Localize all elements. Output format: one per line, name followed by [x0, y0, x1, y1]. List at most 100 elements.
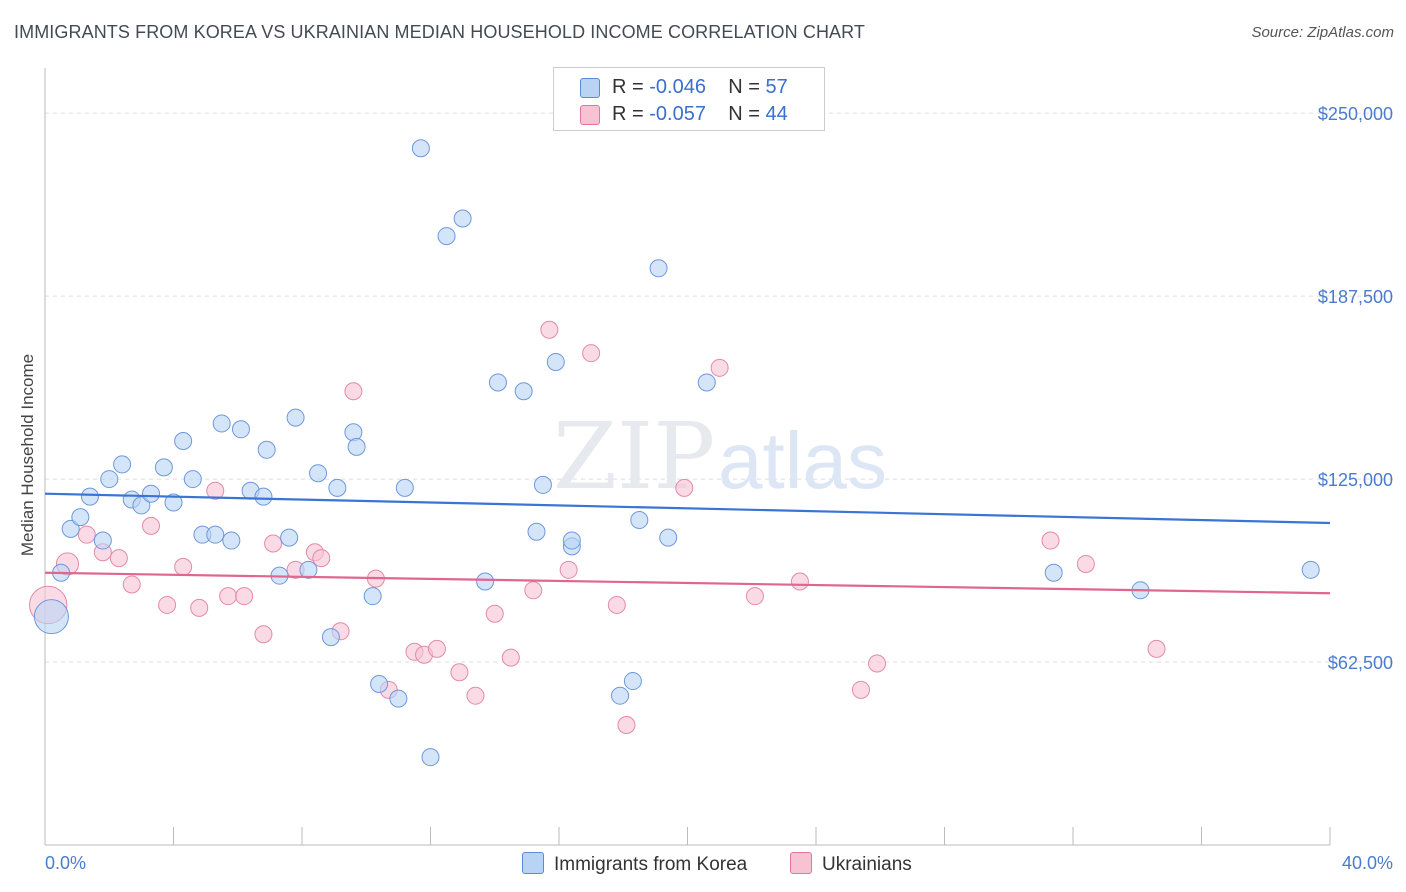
- korea-point: [113, 455, 132, 474]
- korea-point: [93, 531, 112, 550]
- legend-n-label: N =: [728, 76, 760, 98]
- ukrainian-point: [219, 587, 238, 606]
- korea-point: [61, 519, 80, 538]
- chart-title: IMMIGRANTS FROM KOREA VS UKRAINIAN MEDIA…: [14, 22, 866, 42]
- legend-swatch-korea: [580, 78, 600, 98]
- y-tick-label: $62,500: [1328, 653, 1393, 673]
- korea-point: [164, 493, 183, 512]
- korea-point: [476, 572, 495, 591]
- korea-point: [299, 560, 318, 579]
- watermark-atlas: atlas: [718, 416, 887, 505]
- korea-point: [659, 528, 678, 547]
- korea-point: [630, 511, 649, 530]
- bottom-legend-korea: Immigrants from Korea: [522, 852, 747, 876]
- ukrainian-point: [312, 549, 331, 568]
- korea-point: [328, 478, 347, 497]
- legend-n-value: 57: [765, 76, 788, 98]
- korea-point: [347, 437, 366, 456]
- korea-point: [71, 508, 90, 527]
- ukrainian-point: [466, 686, 485, 705]
- legend-r-label: R =: [612, 76, 644, 98]
- ukrainian-point: [617, 715, 636, 734]
- ukrainian-point: [1147, 639, 1166, 658]
- korea-point: [212, 414, 231, 433]
- ukrainian-point: [851, 680, 870, 699]
- series-ukrainians: [29, 320, 1166, 734]
- korea-point: [514, 382, 533, 401]
- korea-point: [697, 373, 716, 392]
- ukrainian-point: [559, 560, 578, 579]
- axis-ticks: $62,500 $125,000 $187,500 $250,000 0.0% 40.0%: [44, 104, 1393, 873]
- korea-point: [623, 672, 642, 691]
- ukrainian-point: [235, 587, 254, 606]
- korea-point: [80, 487, 99, 506]
- ukrainian-point: [254, 625, 273, 644]
- korea-point: [611, 686, 630, 705]
- legend-label-ukrainians: Ukrainians: [822, 854, 912, 875]
- korea-point: [142, 484, 161, 503]
- ukrainian-point: [868, 654, 887, 673]
- korea-point: [649, 259, 668, 278]
- series-korea: [33, 139, 1320, 767]
- ukrainian-point: [109, 549, 128, 568]
- ukrainian-point: [790, 572, 809, 591]
- korea-point: [411, 139, 430, 158]
- ukrainian-point: [1041, 531, 1060, 550]
- watermark: ZIP atlas: [553, 403, 887, 510]
- korea-point: [33, 599, 69, 635]
- korea-point: [321, 628, 340, 647]
- ukrainian-point: [540, 320, 559, 339]
- korea-point: [546, 352, 565, 371]
- korea-point: [174, 432, 193, 451]
- korea-point: [280, 528, 299, 547]
- ukrainian-point: [122, 575, 141, 594]
- korea-point: [533, 475, 552, 494]
- korea-point: [100, 470, 119, 489]
- korea-point: [344, 423, 363, 442]
- x-tick-label: 0.0%: [45, 853, 86, 873]
- ukrainian-point: [675, 478, 694, 497]
- korea-point: [437, 227, 456, 246]
- trend-line-ukrainians: [44, 571, 1331, 595]
- ukrainian-point: [158, 595, 177, 614]
- legend-r-value: -0.057: [649, 103, 706, 125]
- korea-point: [395, 478, 414, 497]
- grid-lines: [45, 112, 1395, 663]
- korea-point: [453, 209, 472, 228]
- ukrainian-point: [264, 534, 283, 553]
- korea-point: [154, 458, 173, 477]
- korea-point: [562, 531, 581, 550]
- ukrainian-point: [427, 639, 446, 658]
- y-tick-label: $125,000: [1318, 470, 1393, 490]
- ukrainian-point: [206, 481, 225, 500]
- ukrainian-point: [174, 557, 193, 576]
- korea-point: [488, 373, 507, 392]
- korea-point: [231, 420, 250, 439]
- legend-r-label: R =: [612, 103, 644, 125]
- ukrainian-point: [142, 516, 161, 535]
- korea-point: [527, 522, 546, 541]
- korea-point: [183, 470, 202, 489]
- y-tick-label: $187,500: [1318, 287, 1393, 307]
- korea-point: [206, 525, 225, 544]
- korea-point: [389, 689, 408, 708]
- ukrainian-point: [582, 344, 601, 363]
- chart-source: Source: ZipAtlas.com: [1251, 24, 1394, 41]
- korea-point: [257, 440, 276, 459]
- ukrainian-point: [190, 598, 209, 617]
- legend-n-label: N =: [728, 103, 760, 125]
- legend-swatch-korea: [522, 852, 544, 874]
- ukrainian-point: [607, 595, 626, 614]
- y-tick-label: $250,000: [1318, 104, 1393, 124]
- korea-point: [363, 587, 382, 606]
- legend-r-value: -0.046: [649, 76, 706, 98]
- legend-swatch-ukrainians: [580, 105, 600, 125]
- legend-n-value: 44: [765, 103, 788, 125]
- ukrainian-point: [745, 587, 764, 606]
- korea-point: [254, 487, 273, 506]
- korea-point: [1301, 560, 1320, 579]
- ukrainian-point: [77, 525, 96, 544]
- korea-point: [222, 531, 241, 550]
- ukrainian-point: [344, 382, 363, 401]
